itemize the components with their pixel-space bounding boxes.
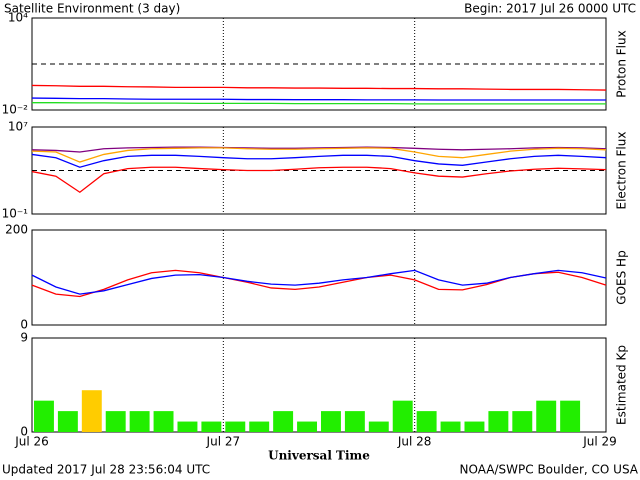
kp-bar [249,421,270,432]
kp-bar [512,411,533,432]
series-line [31,166,607,194]
kp-bar [153,411,174,432]
panel-frame [31,337,607,433]
kp-bar [392,400,413,432]
series-line [31,147,607,163]
updated: Updated 2017 Jul 28 23:56:04 UTC [2,463,210,477]
series-line [31,84,607,91]
y-axis-label: Electron Flux [615,132,629,210]
series-line [31,97,606,101]
kp-bar [488,411,509,432]
x-axis-label: Universal Time [268,449,370,463]
kp-bar [225,421,246,432]
kp-bar [129,411,150,432]
kp-bar [57,411,78,432]
kp-bar [105,411,126,432]
y-tick-label: 0 [20,425,28,439]
kp-bar [560,400,581,432]
kp-bar [440,421,461,432]
y-axis-label: Proton Flux [615,30,629,97]
kp-bar [464,421,485,432]
y-tick-label: 200 [5,223,28,237]
y-tick-label: 9 [20,331,28,345]
kp-bar [368,421,389,432]
x-tick-label: Jul 26 [14,435,49,449]
y-axis-label: GOES Hp [615,250,629,304]
y-tick-label: 10⁻¹ [2,207,29,221]
title: Satellite Environment (3 day) [4,2,180,16]
kp-bar [536,400,557,432]
y-tick-label: 10⁻² [2,103,29,117]
y-tick-label: 10⁴ [8,11,28,25]
series-line [31,269,607,295]
kp-bar [416,411,437,432]
kp-bar [33,400,54,432]
y-tick-label: 10⁷ [8,120,28,134]
kp-bar [273,411,294,432]
x-tick-label: Jul 28 [397,435,432,449]
series-line [32,102,606,105]
kp-bar [81,390,102,432]
x-tick-label: Jul 27 [206,435,241,449]
kp-bar [320,411,341,432]
x-tick-label: Jul 29 [582,435,617,449]
y-axis-label: Estimated Kp [615,345,629,425]
begin: Begin: 2017 Jul 26 0000 UTC [464,2,636,16]
kp-bar [297,421,318,432]
series-line [31,153,607,168]
kp-bar [344,411,365,432]
kp-bar [201,421,222,432]
kp-bar [177,421,198,432]
panel-frame [31,229,607,326]
series-line [31,146,607,153]
y-tick-label: 0 [20,318,28,332]
credit: NOAA/SWPC Boulder, CO USA [460,463,639,477]
